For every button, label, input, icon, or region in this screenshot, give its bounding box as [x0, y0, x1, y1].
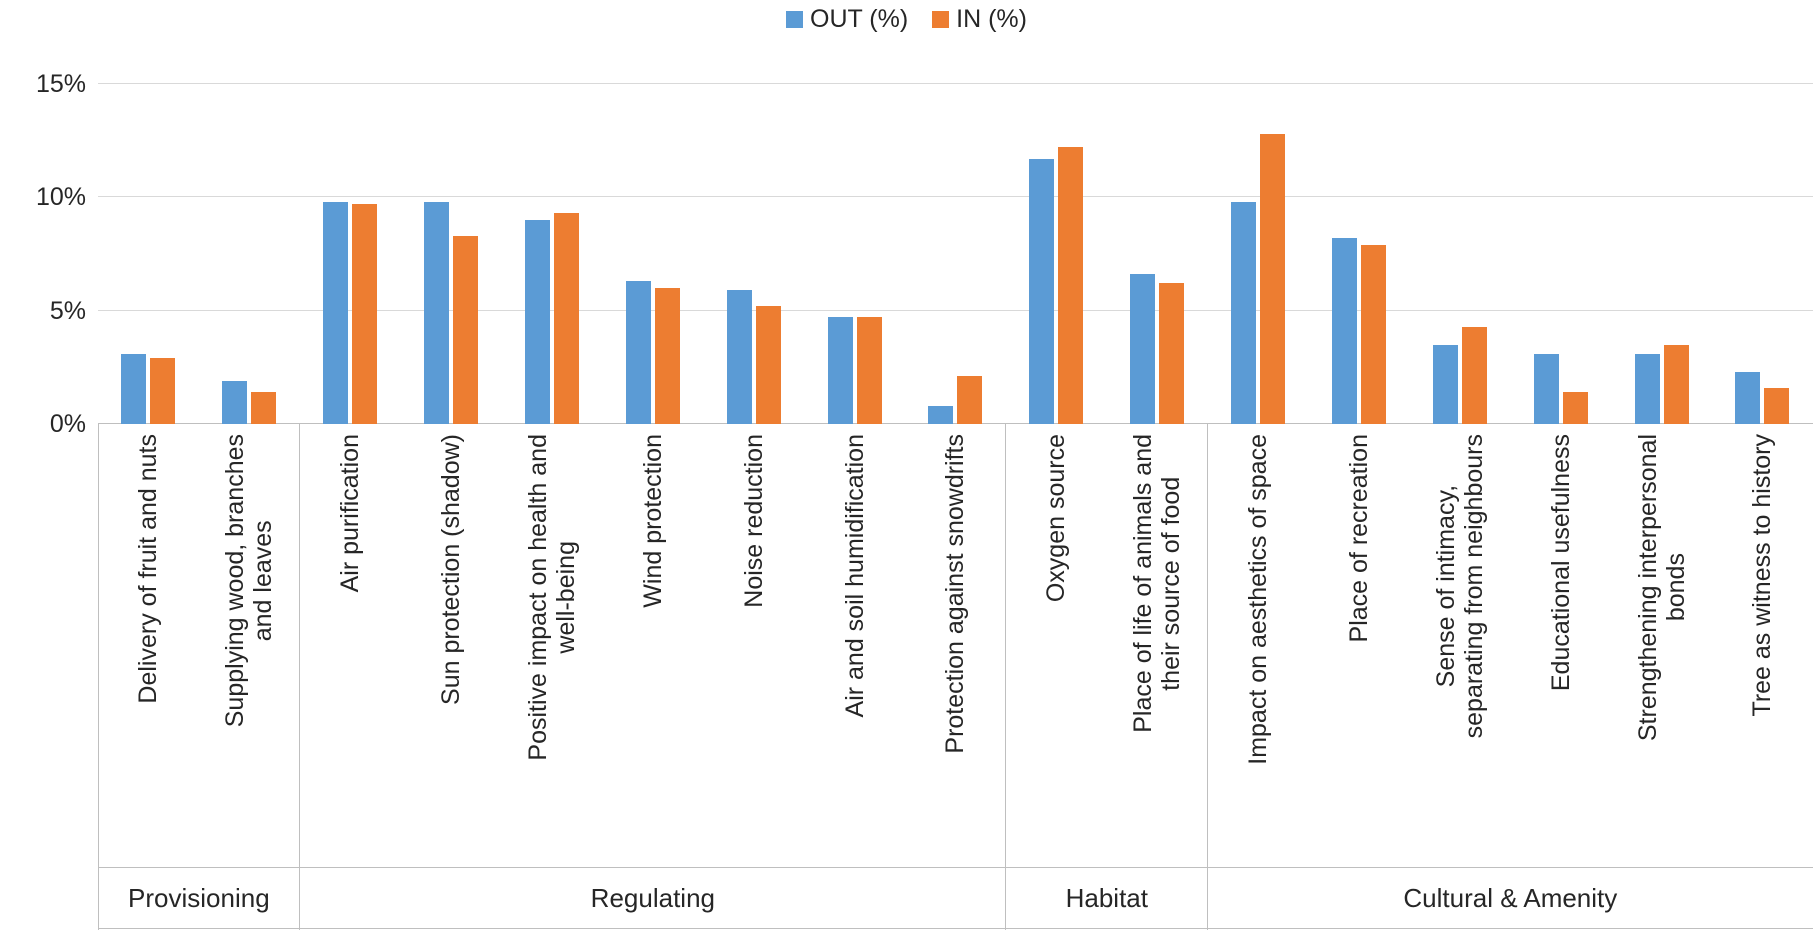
- bar-in: [957, 376, 983, 424]
- bar-in: [453, 235, 479, 424]
- category-slot: [199, 84, 300, 424]
- axis-bottom-line: [98, 928, 1813, 929]
- bar-in: [1058, 147, 1084, 424]
- bar-out: [625, 281, 651, 424]
- category-slot: [905, 84, 1006, 424]
- group-label: Habitat: [1065, 882, 1148, 913]
- plot-area: [98, 83, 1813, 424]
- bar-in: [1562, 392, 1588, 424]
- group-label: Cultural & Amenity: [1403, 882, 1618, 913]
- x-axis-line: [98, 423, 1813, 424]
- bar-out: [1432, 344, 1458, 424]
- group-separator: [1207, 424, 1209, 930]
- category-slot: [1611, 84, 1712, 424]
- bar-in: [1461, 326, 1487, 424]
- y-axis-labels: 0% 5% 10% 15%: [0, 0, 86, 932]
- category-slot: [300, 84, 401, 424]
- legend-item-out: OUT (%): [786, 5, 908, 34]
- legend-swatch-in-icon: [932, 11, 950, 28]
- group-axis: Provisioning Regulating Habitat Cultural & …: [97, 424, 1813, 930]
- gridlines: [98, 83, 1813, 424]
- y-axis-tick-label: 15%: [35, 70, 86, 98]
- category-slot: [602, 84, 703, 424]
- category-slot: [1712, 84, 1813, 424]
- bar-out: [827, 317, 853, 424]
- bar-out: [222, 380, 248, 424]
- bar-in: [251, 392, 277, 424]
- category-slot: [1208, 84, 1309, 424]
- legend-label-out: OUT (%): [810, 5, 909, 33]
- category-slot: [804, 84, 905, 424]
- y-axis-tick-label: 5%: [49, 296, 86, 325]
- bar-out: [726, 290, 752, 424]
- tier-separator-line: [98, 867, 1813, 868]
- legend-label-in: IN (%): [956, 5, 1027, 33]
- category-slot: [1006, 84, 1107, 424]
- bar-out: [1231, 201, 1257, 424]
- bar-in: [1360, 244, 1386, 424]
- bar-in: [1260, 133, 1286, 424]
- group-label: Provisioning: [128, 882, 270, 913]
- group-separator: [1005, 424, 1007, 930]
- bar-out: [1029, 158, 1055, 424]
- group-label: Regulating: [590, 882, 715, 913]
- category-slot: [401, 84, 502, 424]
- y-gridline: [98, 309, 1813, 311]
- bar-in: [654, 288, 680, 424]
- bar-out: [424, 201, 450, 424]
- bar-out: [1735, 371, 1761, 424]
- category-slot: [502, 84, 603, 424]
- bar-out: [1331, 238, 1357, 424]
- category-slot: [98, 84, 199, 424]
- bar-out: [323, 201, 349, 424]
- category-slot: [1107, 84, 1208, 424]
- bar-out: [1533, 353, 1559, 424]
- y-axis-tick-label: 0%: [49, 410, 86, 438]
- bar-in: [755, 306, 781, 424]
- category-slot: [703, 84, 804, 424]
- category-slot: [1309, 84, 1410, 424]
- legend-swatch-out-icon: [786, 11, 803, 28]
- bar-in: [856, 317, 882, 424]
- group-separator: [299, 424, 301, 930]
- bar-in: [150, 358, 176, 424]
- bar-in: [1764, 387, 1790, 424]
- bar-in: [1159, 283, 1185, 424]
- y-gridline: [98, 83, 1813, 84]
- bar-in: [1663, 344, 1689, 424]
- bar-out: [1130, 274, 1156, 424]
- bar-series-area: [98, 84, 1813, 424]
- bar-in: [553, 213, 579, 424]
- legend-item-in: IN (%): [932, 5, 1027, 34]
- bar-out: [928, 405, 954, 424]
- category-slot: [1510, 84, 1611, 424]
- bar-out: [1634, 353, 1660, 424]
- bar-in: [352, 204, 378, 424]
- y-axis-tick-label: 10%: [35, 183, 86, 212]
- category-slot: [1409, 84, 1510, 424]
- bar-out: [524, 220, 550, 424]
- y-gridline: [98, 196, 1813, 198]
- chart-legend: OUT (%) IN (%): [0, 5, 1813, 34]
- bar-out: [121, 353, 147, 424]
- group-separator: [97, 424, 99, 930]
